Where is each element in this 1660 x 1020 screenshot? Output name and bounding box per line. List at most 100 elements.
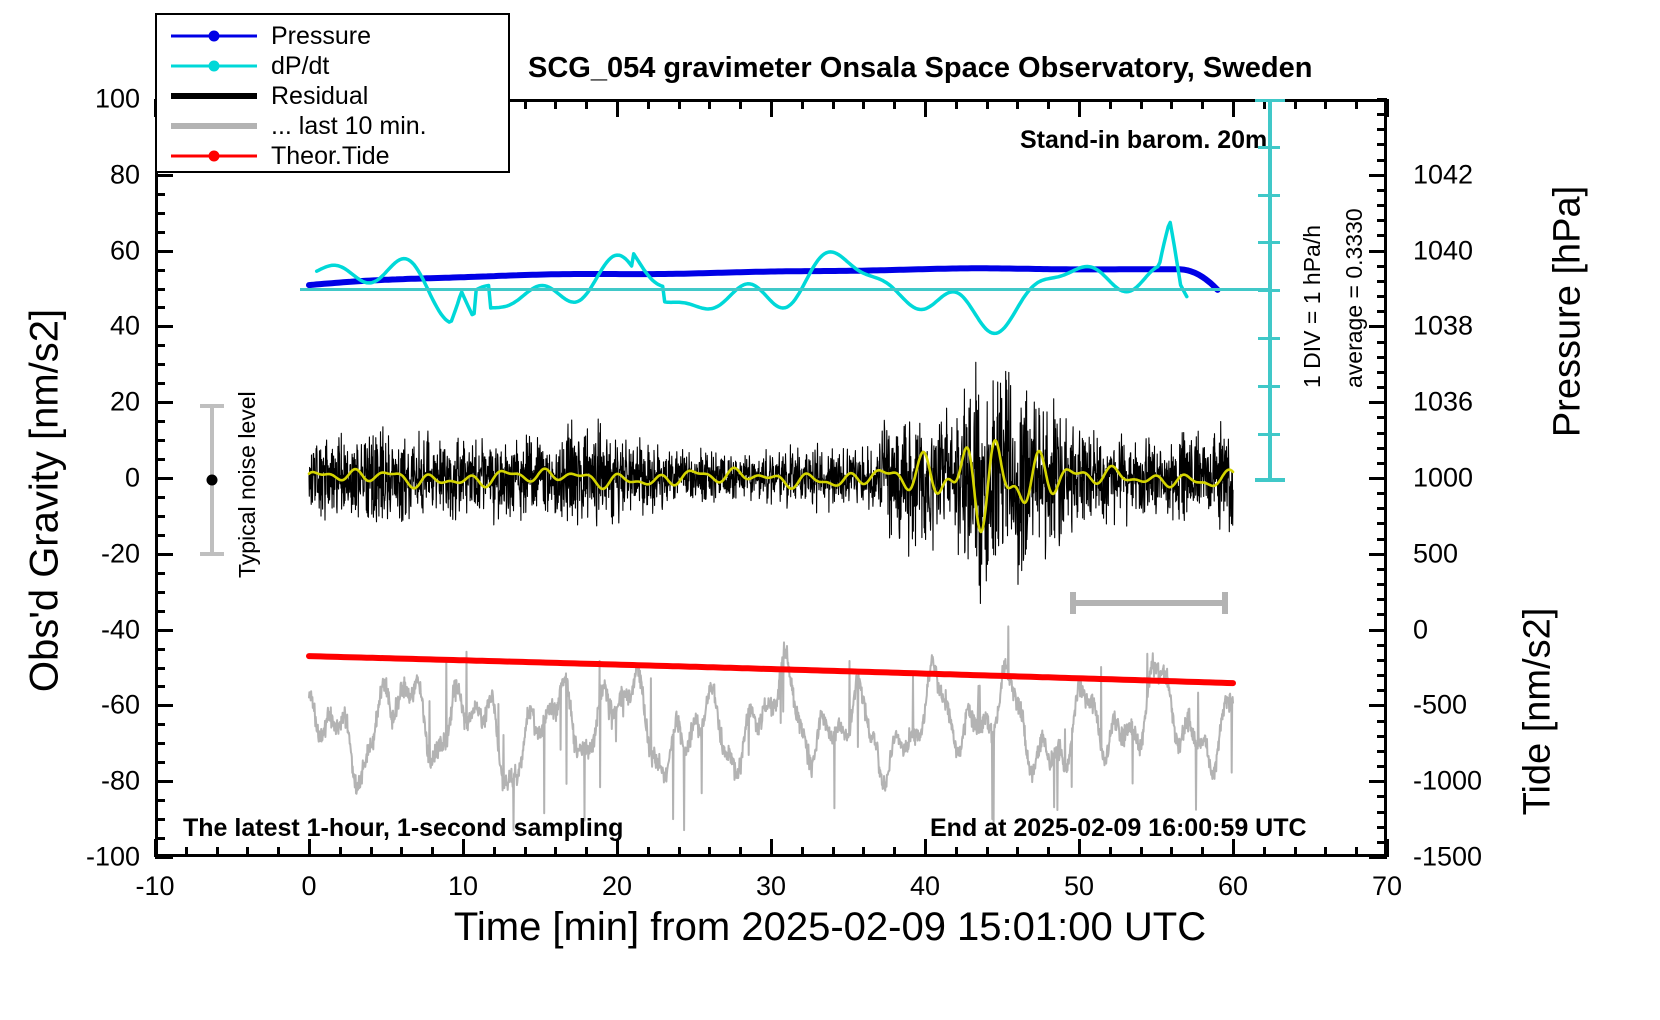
- y-tick-pressure-minor: [1377, 295, 1387, 299]
- legend-swatch-theortide: [171, 141, 257, 171]
- typical-noise-level-label: Typical noise level: [234, 391, 260, 578]
- ten-minute-marker-left-cap: [1070, 592, 1076, 614]
- x-tick-label: 70: [1371, 871, 1403, 901]
- y-tick-label-left: -80: [100, 765, 140, 796]
- x-tick-major: [154, 839, 157, 857]
- x-tick-minor: [862, 847, 866, 857]
- y-tick-left-minor: [155, 533, 165, 537]
- y-tick-label-left: 60: [109, 235, 140, 266]
- dpdt-scalebar-tick-1: [1258, 146, 1280, 149]
- y-tick-left-minor: [155, 590, 165, 594]
- y-tick-left-minor: [155, 420, 165, 424]
- x-tick-top-minor: [708, 99, 712, 109]
- x-tick-minor: [492, 847, 496, 857]
- y-tick-pressure-minor: [1377, 158, 1387, 162]
- y-tick-pressure-minor: [1377, 310, 1387, 314]
- y-tick-left-minor: [155, 287, 165, 291]
- y-tick-label-left: -60: [100, 689, 140, 720]
- y-tick-tide-minor: [1377, 643, 1387, 647]
- y-tick-pressure-minor: [1377, 416, 1387, 420]
- y-tick-pressure-minor: [1377, 234, 1387, 238]
- x-tick-minor: [1262, 847, 1266, 857]
- y-tick-tide-minor: [1377, 658, 1387, 662]
- legend-label-dpdt: dP/dt: [271, 51, 330, 80]
- y-tick-left-minor: [155, 837, 165, 841]
- x-tick-minor: [184, 847, 188, 857]
- y-tick-pressure-minor: [1377, 264, 1387, 268]
- y-tick-pressure-minor: [1377, 431, 1387, 435]
- x-tick-top-minor: [862, 99, 866, 109]
- x-tick-minor: [739, 847, 743, 857]
- y-tick-pressure-major: [1369, 173, 1387, 177]
- typical-noise-level-errorbar: [196, 404, 226, 556]
- x-tick-top-major: [1232, 99, 1235, 117]
- x-tick-major: [1386, 839, 1389, 857]
- y-tick-left-major: [155, 401, 173, 405]
- y-tick-label-left: 100: [94, 83, 140, 114]
- x-tick-minor: [1139, 847, 1143, 857]
- y-tick-tide-minor: [1377, 537, 1387, 541]
- y-tick-tide-minor: [1377, 825, 1387, 829]
- dpdt-scalebar-tick-0: [1255, 99, 1285, 102]
- x-tick-minor: [246, 847, 250, 857]
- y-tick-left-minor: [155, 514, 165, 518]
- x-tick-label: 20: [601, 871, 633, 901]
- y-tick-left-major: [155, 628, 173, 632]
- y-tick-left-major: [155, 477, 173, 480]
- x-tick-minor: [1047, 847, 1051, 857]
- y-tick-left-major: [155, 856, 173, 859]
- div-scale-annotation: 1 DIV = 1 hPa/h: [1299, 224, 1325, 388]
- x-tick-top-minor: [646, 99, 650, 109]
- y-tick-label-pressure: 1036: [1413, 386, 1474, 417]
- x-tick-label: 30: [755, 871, 787, 901]
- legend-swatch-residual: [171, 81, 257, 111]
- y-tick-label-left: 20: [109, 386, 140, 417]
- y-tick-tide-minor: [1377, 567, 1387, 571]
- x-tick-major: [308, 839, 311, 857]
- average-annotation: average = 0.3330: [1341, 208, 1367, 388]
- y-tick-pressure-minor: [1377, 204, 1387, 208]
- y-tick-label-tide: 500: [1413, 538, 1459, 569]
- y-tick-pressure-minor: [1377, 386, 1387, 390]
- y-tick-tide-minor: [1377, 765, 1387, 769]
- x-axis-title-text: Time [min] from 2025-02-09 15:01:00 UTC: [453, 905, 1207, 949]
- x-tick-top-minor: [985, 99, 989, 109]
- x-tick-minor: [985, 847, 989, 857]
- x-tick-top-minor: [954, 99, 958, 109]
- y-tick-label-pressure: 1042: [1413, 159, 1474, 190]
- legend-swatch-dpdt: [171, 51, 257, 81]
- x-tick-minor: [708, 847, 712, 857]
- y-tick-left-minor: [155, 609, 165, 613]
- ten-minute-marker-right-cap: [1222, 592, 1228, 614]
- x-tick-top-major: [1386, 99, 1389, 117]
- y-tick-left-major: [155, 704, 173, 708]
- y-tick-pressure-major: [1369, 325, 1387, 329]
- x-tick-minor: [277, 847, 281, 857]
- y-tick-tide-major: [1369, 552, 1387, 556]
- legend-label-last10: ... last 10 min.: [271, 111, 427, 140]
- y-tick-label-left: -20: [100, 538, 140, 569]
- x-tick-top-minor: [1016, 99, 1020, 109]
- y-tick-left-minor: [155, 192, 165, 196]
- x-tick-minor: [554, 847, 558, 857]
- y-tick-tide-major: [1369, 856, 1387, 859]
- y-tick-left-minor: [155, 666, 165, 670]
- legend-label-residual: Residual: [271, 81, 369, 110]
- x-tick-top-minor: [1139, 99, 1143, 109]
- y-tick-label-left: -40: [100, 614, 140, 645]
- y-tick-left-minor: [155, 647, 165, 651]
- chart-title: SCG_054 gravimeter Onsala Space Observat…: [528, 52, 1313, 84]
- x-tick-top-major: [770, 99, 773, 117]
- x-tick-minor: [646, 847, 650, 857]
- x-tick-minor: [893, 847, 897, 857]
- legend: Pressure dP/dt Residual ... last 10 min.: [155, 13, 510, 173]
- x-tick-label: 60: [1217, 871, 1249, 901]
- y-tick-left-minor: [155, 306, 165, 310]
- y-tick-label-left: 40: [109, 310, 140, 341]
- x-tick-major: [770, 839, 773, 857]
- y-tick-left-minor: [155, 685, 165, 689]
- y-tick-pressure-minor: [1377, 355, 1387, 359]
- y-tick-left-minor: [155, 344, 165, 348]
- y-tick-left-minor: [155, 799, 165, 803]
- x-tick-minor: [1201, 847, 1205, 857]
